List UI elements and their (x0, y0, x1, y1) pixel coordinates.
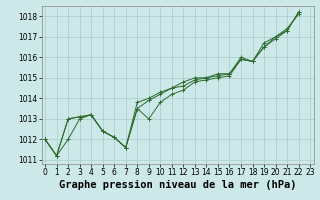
X-axis label: Graphe pression niveau de la mer (hPa): Graphe pression niveau de la mer (hPa) (59, 180, 296, 190)
